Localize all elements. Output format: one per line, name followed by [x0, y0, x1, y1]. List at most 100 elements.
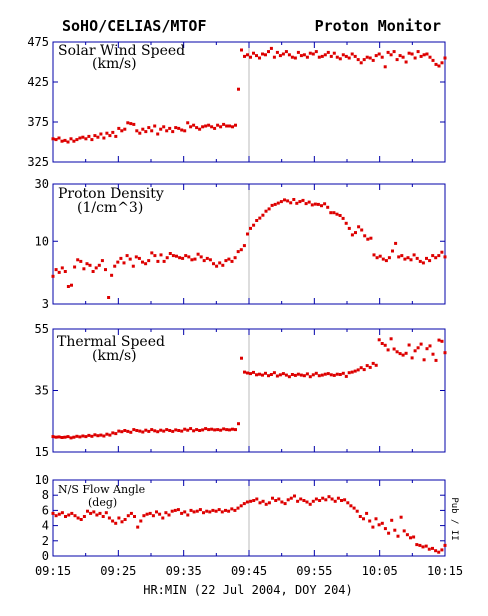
data-point-speed	[111, 130, 115, 134]
data-point-speed	[135, 129, 139, 133]
data-point-flow	[73, 514, 77, 518]
data-point-thermal	[153, 429, 157, 433]
data-point-thermal	[413, 349, 417, 353]
data-point-flow	[258, 501, 262, 505]
data-point-speed	[225, 124, 229, 128]
y-tick-label: 475	[27, 35, 49, 49]
data-point-flow	[274, 499, 278, 502]
data-point-flow	[136, 525, 140, 529]
y-tick-label: 325	[27, 155, 49, 169]
data-point-speed	[419, 54, 423, 58]
data-point-thermal	[180, 429, 184, 433]
data-point-speed	[75, 138, 79, 142]
data-point-flow	[148, 511, 152, 515]
data-point-speed	[362, 58, 366, 62]
data-point-speed	[434, 62, 438, 66]
data-point-density	[437, 254, 441, 258]
data-point-thermal	[287, 375, 291, 379]
header-left-title: SoHO/CELIAS/MTOF	[62, 17, 207, 35]
data-point-speed	[234, 123, 237, 127]
data-point-density	[57, 270, 61, 274]
data-point-speed	[416, 50, 420, 54]
data-point-density	[100, 259, 104, 263]
data-point-flow	[377, 523, 381, 527]
panel-units-speed: (km/s)	[92, 56, 137, 72]
data-point-speed	[293, 56, 297, 60]
data-point-speed	[165, 129, 169, 133]
data-point-flow	[358, 515, 362, 518]
data-point-flow	[233, 508, 237, 512]
data-point-thermal	[219, 428, 223, 432]
data-point-speed	[425, 52, 429, 56]
data-point-speed	[258, 56, 261, 60]
data-point-density	[202, 259, 206, 263]
y-tick-label: 35	[35, 384, 49, 398]
data-point-speed	[93, 134, 97, 138]
data-point-thermal	[141, 430, 145, 434]
data-point-flow	[142, 514, 146, 518]
data-point-flow	[333, 499, 337, 503]
data-point-thermal	[54, 435, 58, 439]
panel-title-flow: N/S Flow Angle	[58, 483, 145, 496]
data-point-speed	[219, 125, 223, 129]
data-point-thermal	[204, 427, 208, 431]
data-point-speed	[440, 61, 444, 65]
data-point-flow	[330, 497, 334, 501]
data-point-flow	[86, 509, 89, 513]
data-point-density	[91, 270, 95, 273]
data-point-speed	[210, 125, 214, 129]
data-point-flow	[92, 510, 96, 514]
data-point-density	[267, 207, 271, 211]
x-tick-label: 10:15	[427, 564, 463, 578]
data-point-thermal	[225, 428, 229, 432]
data-point-speed	[192, 123, 196, 127]
x-tick-label: 10:05	[362, 564, 398, 578]
data-point-speed	[159, 127, 163, 131]
data-point-density	[252, 223, 256, 227]
data-point-speed	[174, 126, 178, 130]
data-point-thermal	[261, 373, 264, 377]
data-point-density	[329, 211, 333, 215]
data-point-density	[162, 259, 166, 263]
data-point-thermal	[302, 374, 306, 378]
data-point-speed	[299, 54, 303, 58]
data-point-speed	[389, 53, 393, 57]
data-point-speed	[320, 54, 324, 58]
data-point-flow	[120, 520, 124, 524]
data-point-thermal	[150, 428, 154, 432]
data-point-thermal	[255, 373, 258, 377]
data-point-thermal	[195, 428, 199, 432]
data-point-speed	[272, 55, 276, 59]
data-point-thermal	[138, 429, 142, 433]
data-point-flow	[390, 518, 394, 522]
data-point-flow	[245, 500, 249, 504]
data-point-density	[384, 259, 388, 263]
data-point-thermal	[186, 428, 190, 432]
data-point-density	[178, 256, 182, 260]
data-point-speed	[213, 126, 217, 130]
data-point-flow	[173, 508, 177, 512]
data-point-thermal	[335, 372, 339, 376]
panel-units-flow: (deg)	[88, 496, 117, 509]
data-point-density	[289, 201, 293, 205]
data-point-thermal	[341, 371, 345, 375]
data-point-density	[418, 259, 422, 263]
data-point-thermal	[132, 428, 136, 432]
data-point-density	[387, 256, 391, 260]
data-point-thermal	[356, 368, 360, 372]
y-tick-label: 4	[42, 519, 49, 533]
data-point-thermal	[281, 372, 285, 376]
data-point-flow	[368, 519, 372, 523]
data-point-flow	[155, 510, 158, 514]
data-point-speed	[105, 131, 109, 135]
data-point-flow	[211, 508, 215, 512]
data-point-speed	[275, 50, 279, 54]
data-point-flow	[374, 517, 378, 521]
data-point-density	[394, 241, 398, 245]
data-point-flow	[409, 536, 412, 540]
data-point-density	[70, 283, 73, 287]
data-point-thermal	[326, 372, 330, 376]
data-point-thermal	[207, 428, 211, 432]
data-point-flow	[214, 509, 218, 513]
data-point-density	[326, 205, 330, 209]
